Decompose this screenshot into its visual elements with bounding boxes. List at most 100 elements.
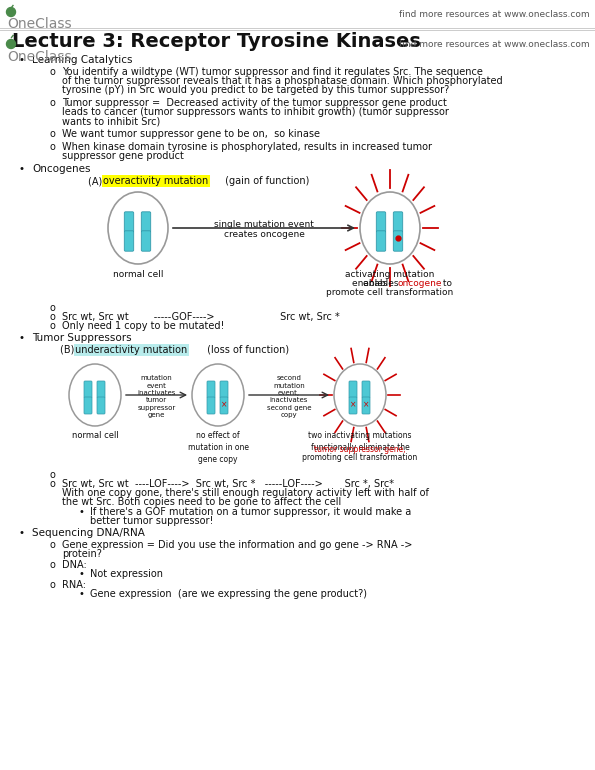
Text: tumor suppressor gene,: tumor suppressor gene, xyxy=(314,445,406,454)
Text: •: • xyxy=(18,164,24,174)
FancyBboxPatch shape xyxy=(97,397,105,414)
Text: Not expression: Not expression xyxy=(90,569,163,579)
Text: mutation
event
inactivates
tumor
suppressor
gene: mutation event inactivates tumor suppres… xyxy=(137,375,176,419)
FancyBboxPatch shape xyxy=(220,397,228,414)
FancyBboxPatch shape xyxy=(376,212,386,233)
Text: You identify a wildtype (WT) tumor suppressor and find it regulates Src. The seq: You identify a wildtype (WT) tumor suppr… xyxy=(62,67,483,77)
Text: to: to xyxy=(440,279,452,288)
Text: of the tumor suppressor reveals that it has a phosphatase domain. Which phosphor: of the tumor suppressor reveals that it … xyxy=(62,76,503,86)
Text: Src wt, Src wt  ----LOF---->  Src wt, Src *   -----LOF---->       Src *, Src*: Src wt, Src wt ----LOF----> Src wt, Src … xyxy=(62,479,394,489)
Text: find more resources at www.oneclass.com: find more resources at www.oneclass.com xyxy=(399,40,590,49)
Text: promote cell transformation: promote cell transformation xyxy=(327,288,453,297)
FancyBboxPatch shape xyxy=(393,231,403,251)
Text: wants to inhibit Src): wants to inhibit Src) xyxy=(62,116,160,126)
Text: (B): (B) xyxy=(60,345,77,355)
Text: tyrosine (pY) in Src would you predict to be targeted by this tumor suppressor?: tyrosine (pY) in Src would you predict t… xyxy=(62,85,449,95)
Text: Gene expression  (are we expressing the gene product?): Gene expression (are we expressing the g… xyxy=(90,589,367,599)
Text: o: o xyxy=(50,142,56,152)
Text: activating mutation: activating mutation xyxy=(345,270,435,279)
FancyBboxPatch shape xyxy=(207,381,215,398)
Text: o: o xyxy=(50,303,56,313)
Text: better tumor suppressor!: better tumor suppressor! xyxy=(90,516,214,526)
Text: •: • xyxy=(78,507,84,517)
Text: underactivity mutation: underactivity mutation xyxy=(75,345,187,355)
Text: enables: enables xyxy=(363,279,402,288)
FancyBboxPatch shape xyxy=(220,381,228,398)
Ellipse shape xyxy=(108,192,168,264)
Text: (gain of function): (gain of function) xyxy=(222,176,309,186)
Text: We want tumor suppressor gene to be on,  so kinase: We want tumor suppressor gene to be on, … xyxy=(62,129,320,139)
Text: (A): (A) xyxy=(88,176,105,186)
Text: single mutation event: single mutation event xyxy=(214,220,314,229)
Text: o: o xyxy=(50,98,56,108)
FancyBboxPatch shape xyxy=(141,231,151,251)
Text: ×: × xyxy=(350,400,356,410)
FancyBboxPatch shape xyxy=(84,397,92,414)
Circle shape xyxy=(7,8,15,16)
Text: enables: enables xyxy=(352,279,390,288)
Text: ×: × xyxy=(221,400,227,410)
Ellipse shape xyxy=(69,364,121,426)
FancyBboxPatch shape xyxy=(376,231,386,251)
Text: o: o xyxy=(50,560,56,570)
Text: Learning Catalytics: Learning Catalytics xyxy=(32,55,133,65)
FancyBboxPatch shape xyxy=(124,212,134,233)
Text: second
mutation
event,
inactivates
second gene
copy: second mutation event, inactivates secon… xyxy=(267,375,311,419)
Text: ×: × xyxy=(363,400,369,410)
Text: OneClass: OneClass xyxy=(7,50,71,64)
FancyBboxPatch shape xyxy=(97,381,105,398)
Text: o: o xyxy=(50,540,56,550)
Text: Only need 1 copy to be mutated!: Only need 1 copy to be mutated! xyxy=(62,321,224,331)
Text: Oncogenes: Oncogenes xyxy=(32,164,90,174)
Text: (loss of function): (loss of function) xyxy=(204,345,289,355)
Text: o: o xyxy=(50,479,56,489)
Text: With one copy gone, there's still enough regulatory activity left with half of: With one copy gone, there's still enough… xyxy=(62,488,429,498)
Text: When kinase domain tyrosine is phosphorylated, results in increased tumor: When kinase domain tyrosine is phosphory… xyxy=(62,142,432,152)
Circle shape xyxy=(7,39,15,49)
Text: Gene expression = Did you use the information and go gene -> RNA ->: Gene expression = Did you use the inform… xyxy=(62,540,412,550)
Text: o: o xyxy=(50,470,56,480)
FancyBboxPatch shape xyxy=(393,212,403,233)
Text: Tumor suppressor =  Decreased activity of the tumor suppressor gene product: Tumor suppressor = Decreased activity of… xyxy=(62,98,447,108)
Text: normal cell: normal cell xyxy=(112,270,163,279)
Text: •: • xyxy=(78,569,84,579)
Text: RNA:: RNA: xyxy=(62,580,86,590)
Text: Tumor Suppressors: Tumor Suppressors xyxy=(32,333,131,343)
Text: Lecture 3: Receptor Tyrosine Kinases: Lecture 3: Receptor Tyrosine Kinases xyxy=(12,32,421,51)
Text: DNA:: DNA: xyxy=(62,560,87,570)
FancyBboxPatch shape xyxy=(349,397,357,414)
Text: suppressor gene product: suppressor gene product xyxy=(62,151,184,161)
Ellipse shape xyxy=(334,364,386,426)
Text: two inactivating mutations
functionally eliminate the: two inactivating mutations functionally … xyxy=(308,431,412,452)
Text: •: • xyxy=(18,55,24,65)
Text: •: • xyxy=(18,333,24,343)
Text: leads to cancer (tumor suppressors wants to inhibit growth) (tumor suppressor: leads to cancer (tumor suppressors wants… xyxy=(62,107,449,117)
Text: o: o xyxy=(50,580,56,590)
FancyBboxPatch shape xyxy=(207,397,215,414)
Text: o: o xyxy=(50,312,56,322)
Text: Src wt, Src wt        -----GOF---->                     Src wt, Src *: Src wt, Src wt -----GOF----> Src wt, Src… xyxy=(62,312,340,322)
Text: no effect of
mutation in one
gene copy: no effect of mutation in one gene copy xyxy=(187,431,249,464)
Text: o: o xyxy=(50,67,56,77)
Text: o: o xyxy=(50,129,56,139)
Text: protein?: protein? xyxy=(62,549,102,559)
FancyBboxPatch shape xyxy=(349,381,357,398)
Text: •: • xyxy=(78,589,84,599)
Text: OneClass: OneClass xyxy=(7,17,71,31)
FancyBboxPatch shape xyxy=(124,231,134,251)
Text: find more resources at www.oneclass.com: find more resources at www.oneclass.com xyxy=(399,10,590,19)
Text: the wt Src. Both copies need to be gone to affect the cell: the wt Src. Both copies need to be gone … xyxy=(62,497,342,507)
FancyBboxPatch shape xyxy=(141,212,151,233)
Text: o: o xyxy=(50,321,56,331)
Text: If there's a GOF mutation on a tumor suppressor, it would make a: If there's a GOF mutation on a tumor sup… xyxy=(90,507,411,517)
FancyBboxPatch shape xyxy=(362,381,370,398)
Text: •: • xyxy=(18,528,24,538)
Text: overactivity mutation: overactivity mutation xyxy=(103,176,208,186)
Ellipse shape xyxy=(192,364,244,426)
Text: promoting cell transformation: promoting cell transformation xyxy=(302,453,418,462)
Ellipse shape xyxy=(360,192,420,264)
Text: oncogene: oncogene xyxy=(398,279,443,288)
Text: creates oncogene: creates oncogene xyxy=(224,230,305,239)
Text: Sequencing DNA/RNA: Sequencing DNA/RNA xyxy=(32,528,145,538)
FancyBboxPatch shape xyxy=(84,381,92,398)
